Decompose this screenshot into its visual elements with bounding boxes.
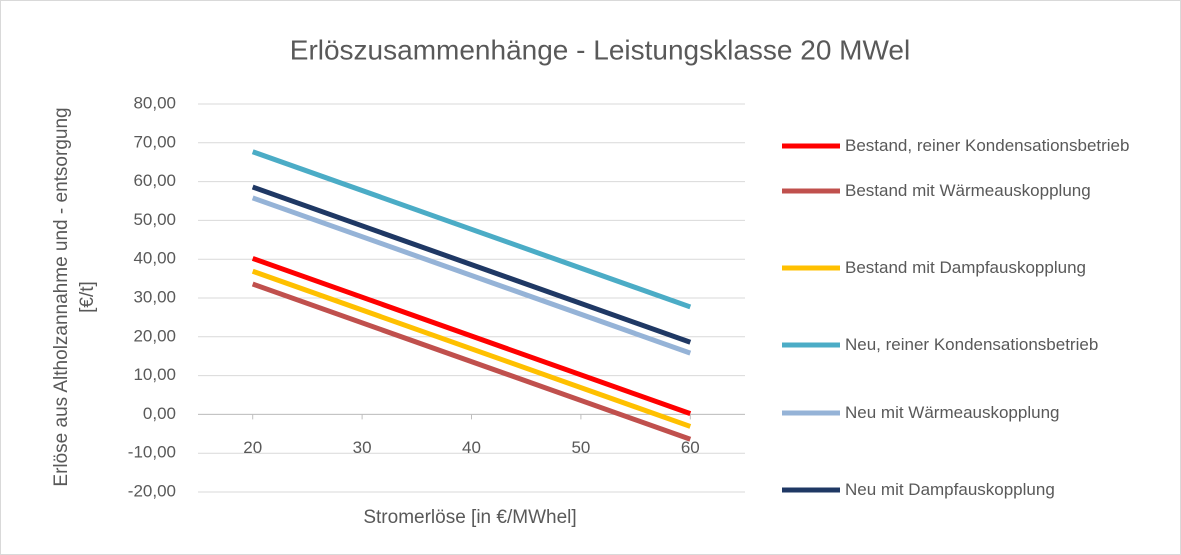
y-tick-label: 70,00 [133, 132, 176, 151]
chart-title: Erlöszusammenhänge - Leistungsklasse 20 … [290, 34, 910, 65]
y-tick-label: 80,00 [133, 93, 176, 112]
series-line [251, 268, 692, 429]
legend-label: Bestand mit Wärmeauskopplung [845, 181, 1091, 200]
y-tick-label: 0,00 [143, 404, 176, 423]
x-tick-label: 60 [681, 438, 700, 457]
y-axis-title: Erlöse aus Altholzannahme und - entsorgu… [51, 107, 98, 487]
y-tick-label: -10,00 [128, 443, 176, 462]
x-tick-label: 50 [571, 438, 590, 457]
legend-label: Neu, reiner Kondensationsbetrieb [845, 335, 1099, 354]
series-line [251, 149, 692, 310]
series-line [251, 184, 692, 345]
x-tick-label: 20 [243, 438, 262, 457]
series-line [251, 281, 692, 442]
y-tick-label: 50,00 [133, 210, 176, 229]
x-axis-title: Stromerlöse [in €/MWhel] [363, 507, 576, 528]
y-tick-label: 60,00 [133, 171, 176, 190]
y-tick-label: 30,00 [133, 287, 176, 306]
series-line [251, 256, 692, 416]
x-tick-label: 40 [462, 438, 481, 457]
y-tick-label: -20,00 [128, 481, 176, 500]
y-tick-label: 10,00 [133, 365, 176, 384]
legend-label: Bestand mit Dampfauskopplung [845, 258, 1086, 277]
legend-label: Bestand, reiner Kondensationsbetrieb [845, 136, 1130, 155]
y-tick-label: 20,00 [133, 326, 176, 345]
x-tick-label: 30 [353, 438, 372, 457]
legend-label: Neu mit Wärmeauskopplung [845, 403, 1060, 422]
series-line [251, 195, 692, 356]
legend-label: Neu mit Dampfauskopplung [845, 480, 1055, 499]
y-tick-label: 40,00 [133, 249, 176, 268]
